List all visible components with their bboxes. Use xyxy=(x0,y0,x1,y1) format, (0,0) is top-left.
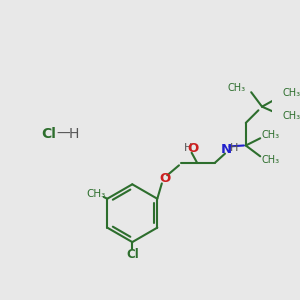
Text: H: H xyxy=(184,143,192,153)
Text: —: — xyxy=(56,127,70,141)
Text: H: H xyxy=(68,127,79,141)
Text: H: H xyxy=(230,143,238,153)
Text: O: O xyxy=(159,172,170,185)
Text: CH₃: CH₃ xyxy=(283,111,300,121)
Text: N: N xyxy=(220,142,232,156)
Text: Cl: Cl xyxy=(126,248,139,261)
Text: CH₃: CH₃ xyxy=(261,155,279,165)
Text: CH₃: CH₃ xyxy=(228,83,246,93)
Text: Cl: Cl xyxy=(41,127,56,141)
Text: CH₃: CH₃ xyxy=(87,189,106,199)
Text: O: O xyxy=(187,142,198,155)
Text: CH₃: CH₃ xyxy=(283,88,300,98)
Text: CH₃: CH₃ xyxy=(261,130,279,140)
